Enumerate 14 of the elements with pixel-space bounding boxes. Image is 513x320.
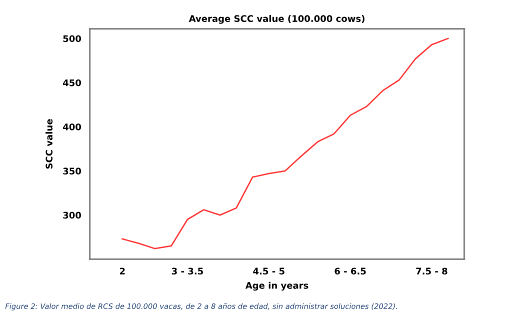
y-tick-label: 500	[63, 35, 82, 42]
y-tick-label: 400	[63, 124, 82, 130]
line-series	[122, 38, 449, 250]
x-tick-label: 4.5 - 5	[253, 268, 284, 275]
x-tick-label: 2	[120, 268, 125, 274]
y-tick-label: 450	[63, 79, 82, 86]
y-tick-label: 300	[63, 212, 82, 219]
x-tick-label: 7.5 - 8	[416, 268, 448, 275]
y-tick-label: 350	[63, 168, 82, 174]
x-axis-title: Age in years	[245, 282, 308, 291]
x-tick-label: 3 - 3.5	[172, 268, 203, 275]
y-axis-title: SCC value	[46, 119, 53, 169]
chart-title: Average SCC value (100.000 cows)	[188, 14, 364, 24]
x-tick-label: 6 - 6.5	[334, 268, 366, 275]
